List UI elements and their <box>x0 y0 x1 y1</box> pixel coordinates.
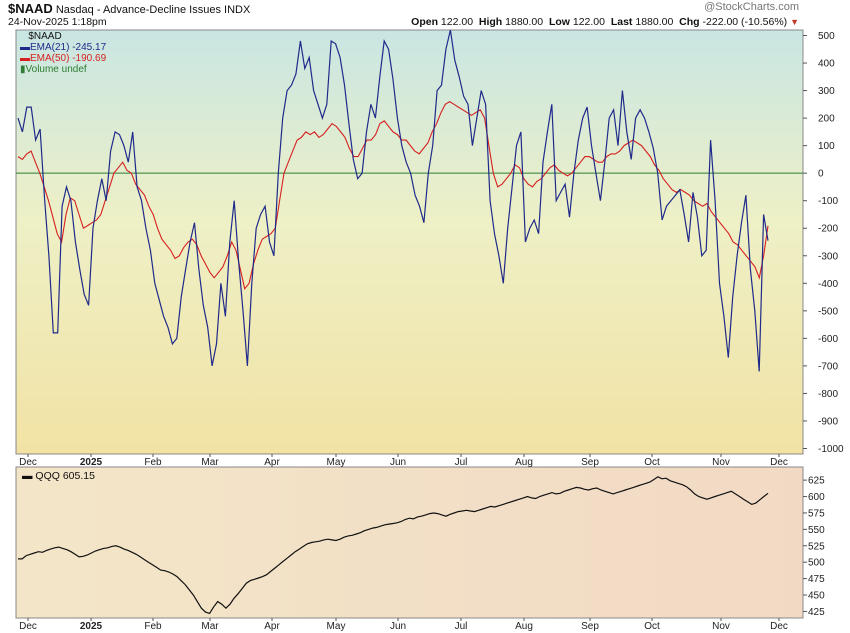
x-tick-label: May <box>327 457 346 468</box>
qqq-panel-bg <box>15 466 804 619</box>
legend-title: $NAAD <box>20 31 106 42</box>
x-tick-label: Mar <box>201 621 219 632</box>
ema50-line <box>17 100 769 291</box>
legend: $NAAD ▬EMA(21) -245.17 ▬EMA(50) -190.69 … <box>20 31 106 75</box>
low-label: Low <box>548 16 570 28</box>
legend-volume-text: Volume undef <box>25 64 87 75</box>
legend-ema50-text: EMA(50) -190.69 <box>30 53 107 64</box>
chg-value: -222.00 (-10.56%) <box>702 16 788 28</box>
x-tick-label: Oct <box>644 621 660 632</box>
naad-y-tick-label: -600 <box>818 334 838 345</box>
x-tick-label: Nov <box>712 621 730 632</box>
qqq-y-tick-label: 425 <box>808 607 825 618</box>
naad-y-tick-label: 200 <box>818 114 835 125</box>
x-tick-label: Aug <box>515 457 533 468</box>
naad-y-tick-label: -200 <box>818 224 838 235</box>
qqq-legend: ▬ QQQ 605.15 <box>22 470 95 482</box>
x-tick-label: Jun <box>390 621 406 632</box>
date-stamp: 24-Nov-2025 1:18pm <box>8 16 107 28</box>
naad-y-tick-label: 400 <box>818 59 835 70</box>
x-tick-label: Apr <box>264 621 280 632</box>
chart-header: $NAAD Nasdaq - Advance-Decline Issues IN… <box>8 1 844 16</box>
naad-y-tick-label: -800 <box>818 389 838 400</box>
naad-y-tick-label: -1000 <box>818 444 844 455</box>
x-tick-label: Sep <box>581 621 599 632</box>
qqq-y-tick-label: 600 <box>808 492 825 503</box>
x-tick-label: Dec <box>770 621 788 632</box>
naad-y-tick-label: 0 <box>818 169 824 180</box>
naad-y-tick-label: -900 <box>818 416 838 427</box>
symbol-name: Nasdaq - Advance-Decline Issues <box>55 4 221 16</box>
qqq-y-tick-label: 550 <box>808 525 825 536</box>
x-tick-label: Aug <box>515 621 533 632</box>
last-value: 1880.00 <box>635 16 674 28</box>
x-tick-label: Apr <box>264 457 280 468</box>
qqq-legend-icon: ▬ <box>22 470 33 482</box>
legend-volume: ▮Volume undef <box>20 64 87 75</box>
naad-y-tick-label: -400 <box>818 279 838 290</box>
x-tick-label: Feb <box>144 621 162 632</box>
naad-y-tick-label: 100 <box>818 141 835 152</box>
qqq-line <box>18 476 769 615</box>
legend-title-text: $NAAD <box>28 31 62 42</box>
x-tick-label: Jun <box>390 457 406 468</box>
last-label: Last <box>610 16 633 28</box>
naad-y-tick-label: 300 <box>818 86 835 97</box>
x-tick-label: 2025 <box>80 457 103 468</box>
qqq-y-tick-label: 575 <box>808 508 825 519</box>
watermark: @StockCharts.com <box>704 1 799 13</box>
naad-y-tick-label: -100 <box>818 196 838 207</box>
qqq-y-tick-label: 475 <box>808 574 825 585</box>
ohlc-readout: Open 122.00 High 1880.00 Low 122.00 Last… <box>411 16 799 28</box>
naad-y-tick-label: -500 <box>818 306 838 317</box>
naad-y-tick-label: 500 <box>818 31 835 42</box>
chart-subheader: 24-Nov-2025 1:18pm Open 122.00 High 1880… <box>8 16 844 29</box>
open-value: 122.00 <box>440 16 474 28</box>
qqq-y-tick-label: 525 <box>808 541 825 552</box>
chg-label: Chg <box>679 16 700 28</box>
low-value: 122.00 <box>572 16 605 28</box>
x-tick-label: Sep <box>581 457 599 468</box>
naad-y-tick-label: -300 <box>818 251 838 262</box>
x-tick-label: Oct <box>644 457 660 468</box>
naad-panel-bg <box>15 29 804 455</box>
qqq-legend-text: QQQ 605.15 <box>35 470 95 482</box>
qqq-y-tick-label: 450 <box>808 591 825 602</box>
qqq-y-tick-label: 625 <box>808 476 825 487</box>
down-arrow-icon: ▼ <box>790 17 799 27</box>
qqq-y-tick-label: 500 <box>808 558 825 569</box>
ema21-line <box>17 30 769 372</box>
open-label: Open <box>411 16 438 28</box>
high-label: High <box>478 16 503 28</box>
legend-ema21: ▬EMA(21) -245.17 <box>20 42 107 53</box>
x-tick-label: Jul <box>455 621 468 632</box>
x-tick-label: May <box>327 621 346 632</box>
high-value: 1880.00 <box>505 16 544 28</box>
symbol: $NAAD <box>8 1 53 16</box>
x-tick-label: 2025 <box>80 621 103 632</box>
x-tick-label: Nov <box>712 457 730 468</box>
legend-ema21-text: EMA(21) -245.17 <box>30 42 107 53</box>
x-tick-label: Mar <box>201 457 219 468</box>
x-tick-label: Feb <box>144 457 162 468</box>
x-tick-label: Dec <box>19 457 37 468</box>
naad-y-tick-label: -700 <box>818 361 838 372</box>
x-tick-label: Dec <box>19 621 37 632</box>
x-tick-label: Jul <box>455 457 468 468</box>
legend-ema50: ▬EMA(50) -190.69 <box>20 53 107 64</box>
exchange: INDX <box>224 4 251 16</box>
x-tick-label: Dec <box>770 457 788 468</box>
